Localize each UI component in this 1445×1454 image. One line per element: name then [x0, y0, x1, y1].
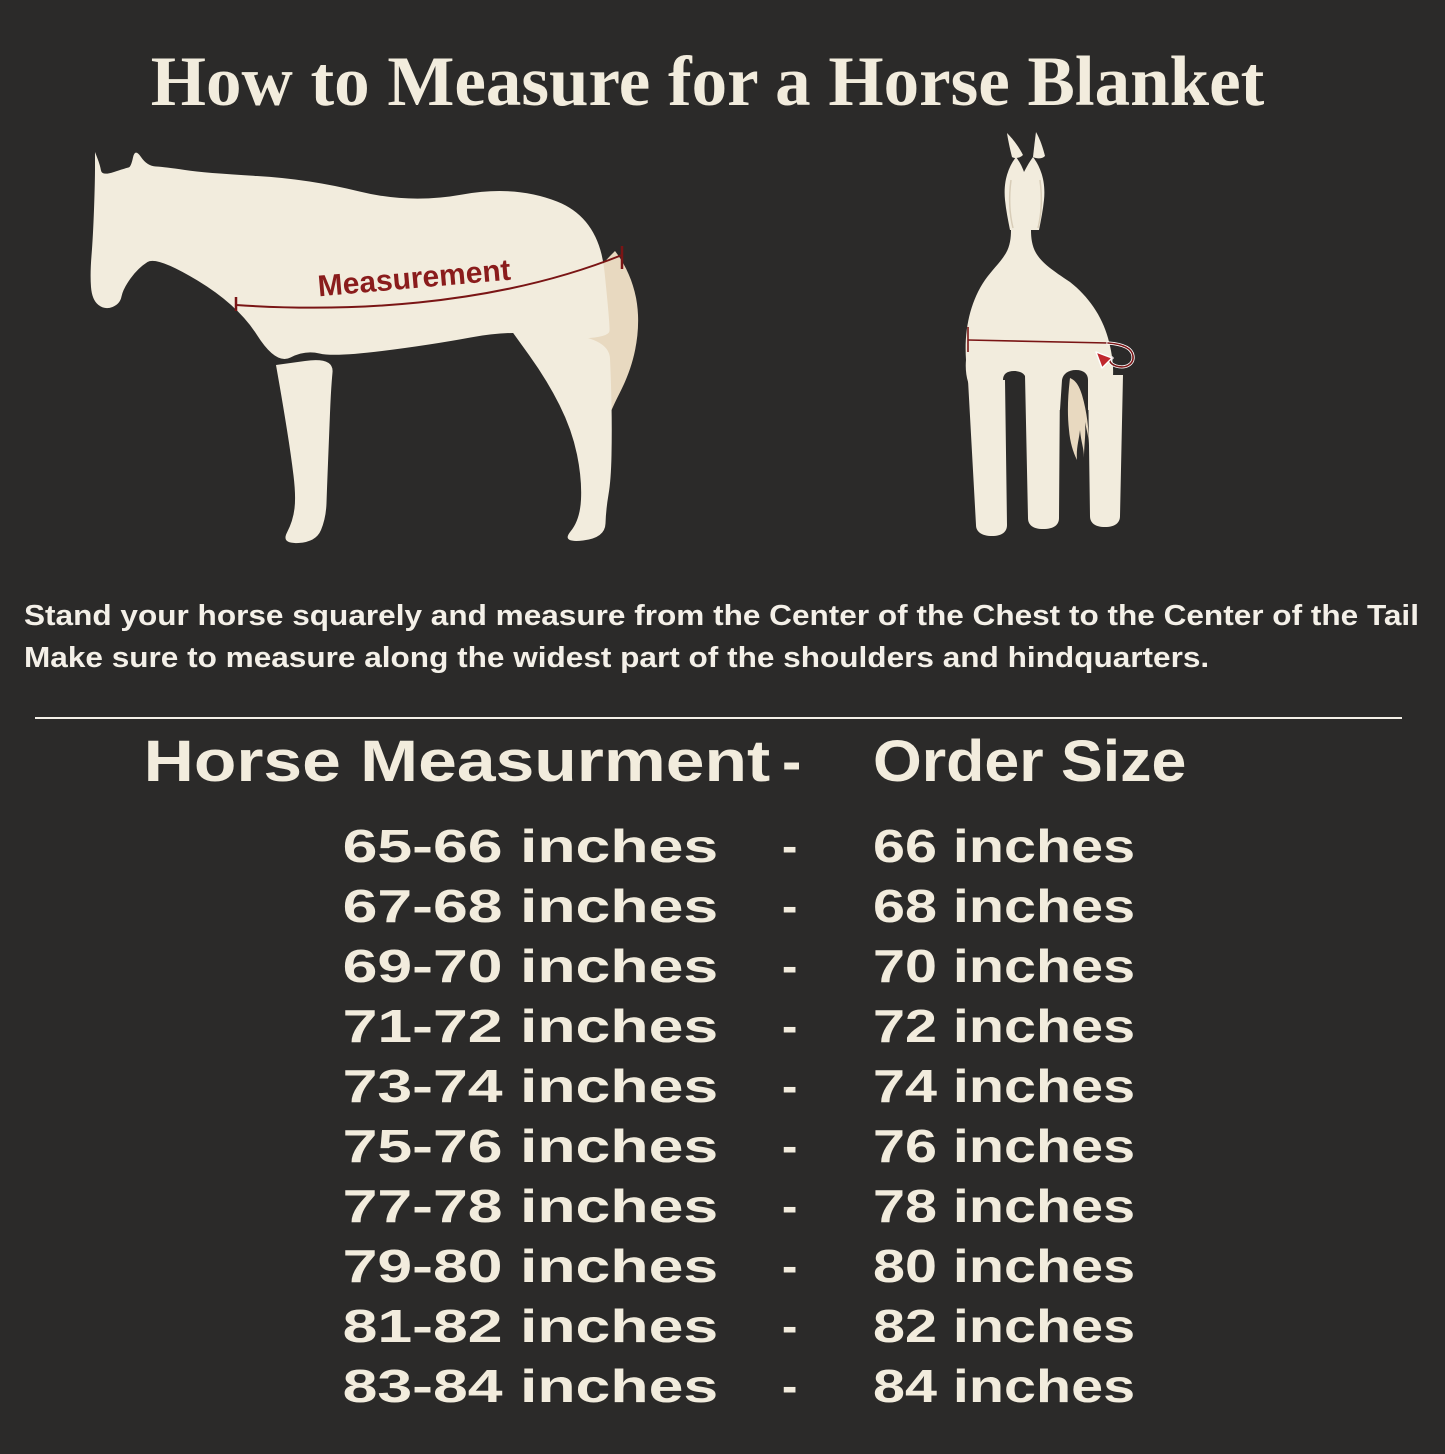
svg-text:Measurement: Measurement	[316, 254, 512, 304]
